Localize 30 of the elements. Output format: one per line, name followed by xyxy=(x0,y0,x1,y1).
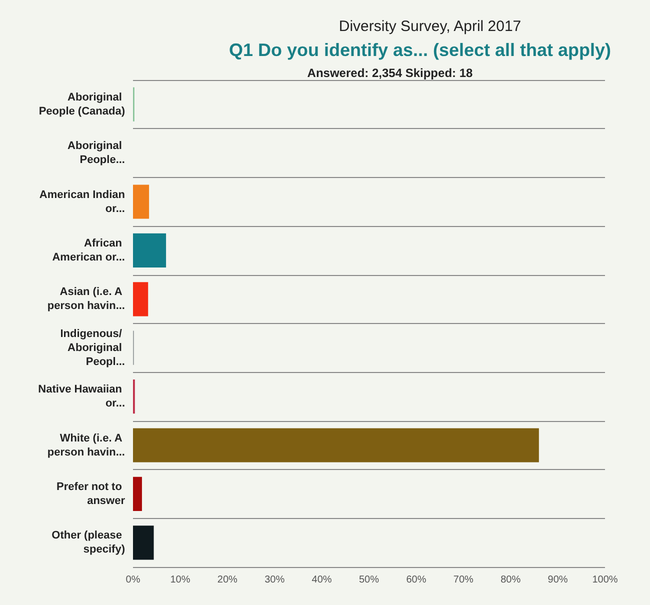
x-tick-label: 10% xyxy=(170,574,190,586)
y-tick-label: Prefer not to answer xyxy=(56,480,126,507)
x-tick-label: 60% xyxy=(406,574,426,586)
y-tick-label: Other (please specify) xyxy=(52,530,126,556)
x-tick-label: 40% xyxy=(312,574,332,586)
x-tick-label: 0% xyxy=(126,574,140,586)
y-tick-label: Aboriginal People... xyxy=(68,140,125,166)
y-tick-label: Aboriginal People (Canada) xyxy=(38,91,126,118)
annotation: Answered: 2,354 Skipped: 18 xyxy=(307,66,474,80)
chart-subtitle: Q1 Do you identify as... (select all that apply) xyxy=(228,40,612,60)
bar xyxy=(133,476,142,511)
x-tick-label: 30% xyxy=(264,574,285,586)
x-tick-label: 100% xyxy=(592,574,618,586)
y-tick-label: Asian (i.e. A person havin... xyxy=(47,286,125,312)
bar xyxy=(133,184,150,219)
x-tick-label: 80% xyxy=(500,574,521,586)
bar xyxy=(133,428,539,462)
x-tick-label: 20% xyxy=(217,574,238,586)
y-tick-label: African American or... xyxy=(52,237,125,264)
bar xyxy=(133,282,148,316)
chart-title: Diversity Survey, April 2017 xyxy=(338,18,522,35)
x-tick-label: 50% xyxy=(358,574,380,586)
bar xyxy=(133,233,166,268)
x-tick-label: 70% xyxy=(453,574,474,586)
bar xyxy=(133,526,154,560)
y-tick-label: Indigenous/ Aboriginal Peopl... xyxy=(60,328,125,368)
x-tick-label: 90% xyxy=(548,574,568,586)
y-tick-label: American Indian or... xyxy=(39,188,126,215)
y-tick-label: Native Hawaiian or... xyxy=(38,384,125,410)
y-tick-label: White (i.e. A person havin... xyxy=(47,432,125,458)
